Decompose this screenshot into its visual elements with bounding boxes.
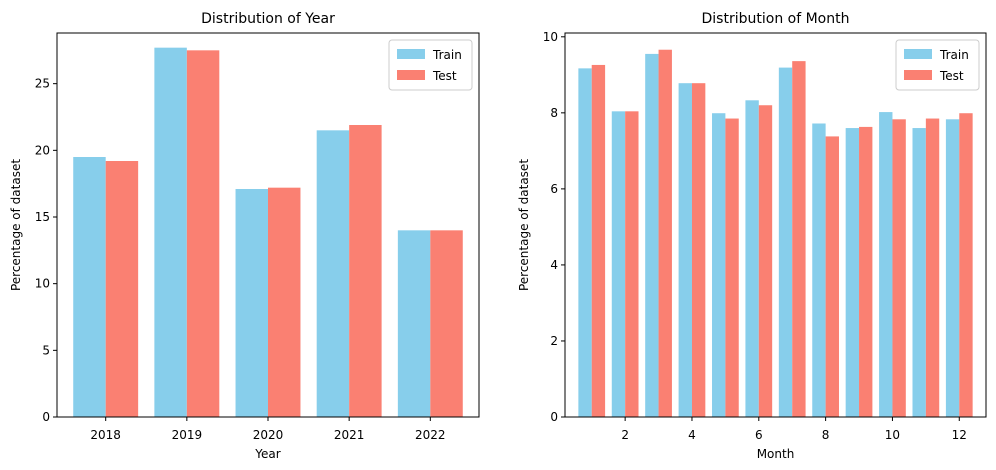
y-tick-label: 0 [550, 410, 558, 424]
x-axis-label: Month [757, 447, 795, 461]
x-tick-label: 2022 [415, 428, 446, 442]
bar-test-6 [758, 105, 773, 418]
y-tick-label: 15 [35, 210, 50, 224]
bar-train-2022 [397, 230, 431, 417]
bar-train-9 [845, 128, 860, 418]
bar-test-5 [725, 118, 739, 417]
bar-test-2022 [430, 230, 463, 417]
bar-train-4 [678, 83, 692, 417]
legend: Train Test [388, 39, 473, 91]
y-axis-label: Percentage of dataset [9, 159, 23, 291]
bar-test-10 [892, 119, 906, 418]
bar-test-2019 [186, 50, 220, 417]
bar-train-12 [945, 119, 960, 418]
y-tick-label: 0 [42, 410, 50, 424]
y-axis-label: Percentage of dataset [517, 159, 531, 291]
x-tick-label: 2018 [90, 428, 121, 442]
x-tick-label: 8 [822, 428, 830, 442]
y-tick-label: 10 [543, 30, 558, 44]
legend-label-test: Test [939, 69, 964, 83]
x-axis-label: Year [254, 447, 280, 461]
bar-train-2 [611, 111, 626, 417]
x-tick-label: 6 [755, 428, 763, 442]
x-tick-label: 2019 [172, 428, 203, 442]
legend-swatch-train [904, 49, 932, 59]
bar-train-7 [778, 67, 793, 417]
x-tick-label: 12 [952, 428, 967, 442]
bar-test-11 [925, 118, 940, 417]
bar-train-10 [879, 112, 893, 417]
legend: Train Test [895, 39, 980, 91]
x-tick-label: 2 [621, 428, 629, 442]
bar-test-2021 [349, 125, 382, 417]
legend-swatch-test [397, 70, 425, 80]
legend-label-train: Train [939, 48, 969, 62]
bar-test-7 [792, 61, 806, 417]
y-tick-label: 20 [35, 143, 50, 157]
bar-test-9 [859, 126, 873, 417]
bar-train-2019 [154, 47, 187, 418]
bar-train-2018 [73, 157, 106, 417]
y-tick-label: 4 [550, 258, 558, 272]
chart-panel-1: 0 5 10 15 20 25 2018 2019 2020 2021 2022 Distributi… [9, 11, 480, 461]
bar-train-5 [712, 113, 726, 417]
bar-test-1 [591, 64, 606, 417]
x-tick-label: 2020 [253, 428, 284, 442]
chart-panel-2: 0 2 4 6 8 10 2 4 6 8 10 12 Distribution of Month Mont… [517, 11, 987, 461]
legend-swatch-test [904, 70, 932, 80]
y-tick-label: 10 [35, 277, 50, 291]
bar-train-1 [578, 68, 592, 418]
bar-train-8 [812, 123, 826, 418]
y-tick-label: 5 [42, 343, 50, 357]
bar-train-2020 [235, 189, 268, 417]
x-tick-label: 4 [688, 428, 696, 442]
bar-train-11 [912, 128, 926, 418]
legend-swatch-train [397, 49, 425, 59]
x-tick-label: 2021 [334, 428, 365, 442]
axes-frame [564, 32, 987, 418]
y-tick-label: 8 [550, 106, 558, 120]
y-tick-label: 6 [550, 182, 558, 196]
chart-title: Distribution of Month [702, 11, 850, 27]
legend-label-train: Train [432, 48, 462, 62]
bar-test-3 [658, 49, 672, 417]
bar-train-3 [645, 53, 659, 417]
chart-title: Distribution of Year [201, 11, 335, 27]
y-tick-label: 25 [35, 77, 50, 91]
bar-test-8 [825, 136, 839, 417]
bar-test-2 [625, 111, 639, 417]
x-tick-label: 10 [885, 428, 900, 442]
legend-label-test: Test [432, 69, 457, 83]
bar-test-2018 [105, 161, 139, 417]
bar-test-4 [691, 83, 706, 417]
bar-train-6 [745, 100, 759, 418]
bar-test-2020 [268, 187, 301, 417]
bar-train-2021 [316, 130, 350, 417]
y-tick-label: 2 [550, 334, 558, 348]
bar-test-12 [959, 113, 973, 417]
